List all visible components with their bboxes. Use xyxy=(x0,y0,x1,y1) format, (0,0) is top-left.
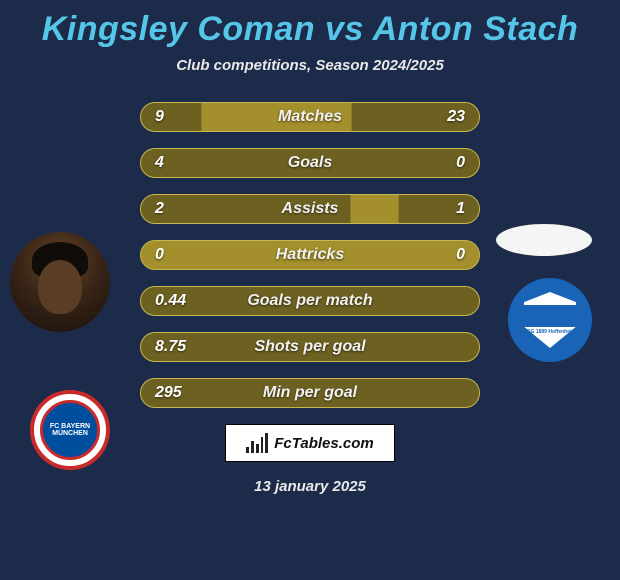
stat-row: 0.44Goals per match xyxy=(140,286,480,316)
player2-name: Anton Stach xyxy=(373,10,579,48)
player2-jersey xyxy=(496,224,592,256)
player1-name: Kingsley Coman xyxy=(42,10,315,48)
club-shield: TSG 1899 Hoffenheim xyxy=(524,292,576,348)
stat-row: 2Assists1 xyxy=(140,194,480,224)
stat-row: 9Matches23 xyxy=(140,102,480,132)
stat-value-left: 9 xyxy=(141,108,211,126)
stat-label: Goals xyxy=(211,154,409,172)
stat-row: 8.75Shots per goal xyxy=(140,332,480,362)
bars-icon xyxy=(246,433,268,453)
vs-text: vs xyxy=(325,10,364,48)
club-logo-text: FC BAYERN MÜNCHEN xyxy=(43,423,97,437)
footer-date: 13 january 2025 xyxy=(0,478,620,495)
stat-value-left: 0 xyxy=(141,246,211,264)
subtitle: Club competitions, Season 2024/2025 xyxy=(0,57,620,74)
player1-club-logo: FC BAYERN MÜNCHEN xyxy=(30,390,110,470)
stat-value-left: 8.75 xyxy=(141,338,211,356)
stat-label: Matches xyxy=(211,108,409,126)
stat-label: Shots per goal xyxy=(211,338,409,356)
shield-text: TSG 1899 Hoffenheim xyxy=(524,329,576,335)
shield-top xyxy=(524,305,576,327)
stat-row: 295Min per goal xyxy=(140,378,480,408)
footer-brand-logo[interactable]: FcTables.com xyxy=(225,424,395,462)
stat-value-left: 4 xyxy=(141,154,211,172)
stat-value-right: 0 xyxy=(409,154,479,172)
stats-column: 9Matches234Goals02Assists10Hattricks00.4… xyxy=(140,102,480,408)
player2-club-logo: TSG 1899 Hoffenheim xyxy=(508,278,592,362)
stat-value-right: 1 xyxy=(409,200,479,218)
photo-face xyxy=(38,260,82,314)
stat-value-left: 295 xyxy=(141,384,211,402)
club-logo-inner: FC BAYERN MÜNCHEN xyxy=(40,400,100,460)
stat-value-left: 0.44 xyxy=(141,292,211,310)
stat-value-right: 0 xyxy=(409,246,479,264)
stat-label: Hattricks xyxy=(211,246,409,264)
stat-label: Assists xyxy=(211,200,409,218)
page-title: Kingsley Coman vs Anton Stach xyxy=(0,0,620,49)
stat-row: 4Goals0 xyxy=(140,148,480,178)
player1-photo xyxy=(10,232,110,332)
stat-value-left: 2 xyxy=(141,200,211,218)
stat-row: 0Hattricks0 xyxy=(140,240,480,270)
footer-brand-text: FcTables.com xyxy=(274,435,373,452)
stat-value-right: 23 xyxy=(409,108,479,126)
content-area: FC BAYERN MÜNCHEN TSG 1899 Hoffenheim 9M… xyxy=(0,102,620,408)
stat-label: Min per goal xyxy=(211,384,409,402)
stat-label: Goals per match xyxy=(211,292,409,310)
